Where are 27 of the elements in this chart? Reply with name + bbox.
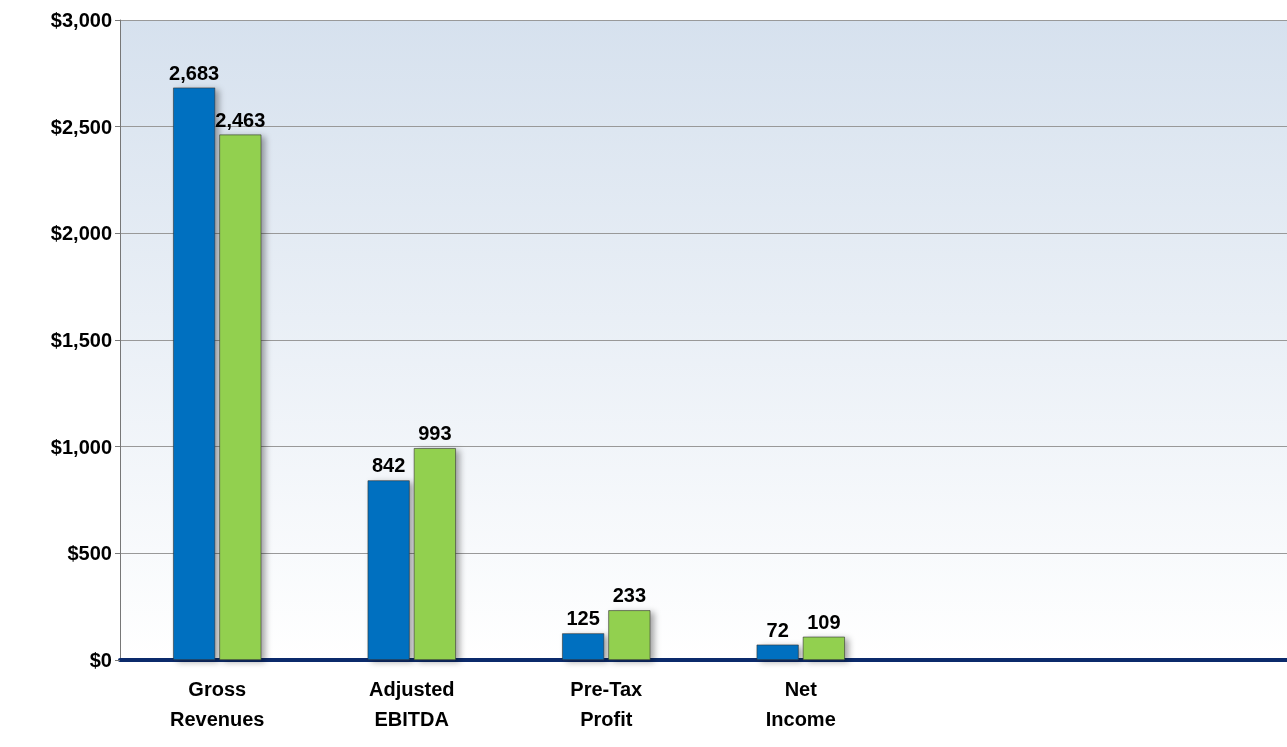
x-tick-label: Net Income	[765, 678, 836, 730]
y-tick-label: $2,500	[50, 115, 112, 138]
data-label: 993	[418, 422, 452, 445]
bar	[802, 636, 845, 660]
bar	[413, 448, 456, 660]
data-label: 72	[766, 618, 789, 641]
y-tick-label: $1,500	[50, 329, 112, 351]
x-tick-label: Adjusted EBITDA	[368, 678, 455, 730]
data-label: 125	[566, 607, 600, 630]
bar	[608, 610, 651, 660]
data-label: 109	[807, 610, 841, 633]
bar	[219, 134, 262, 660]
y-tick-label: $3,000	[50, 9, 112, 31]
y-tick-label: $500	[67, 542, 112, 565]
x-tick-label: Pre-Tax Profit	[570, 678, 643, 730]
data-label: 842	[371, 454, 406, 477]
bar	[173, 87, 216, 660]
y-tick-label: $2,000	[50, 222, 112, 245]
bar	[367, 480, 410, 660]
y-tick-label: $0	[89, 649, 112, 671]
y-tick-label: $1,000	[50, 435, 112, 458]
data-label: 2,463	[215, 108, 266, 131]
data-label: 2,683	[169, 61, 220, 84]
data-label: 233	[612, 584, 647, 607]
x-tick-label: Gross Revenues	[170, 678, 265, 730]
bar	[756, 644, 799, 660]
bar	[562, 633, 605, 660]
